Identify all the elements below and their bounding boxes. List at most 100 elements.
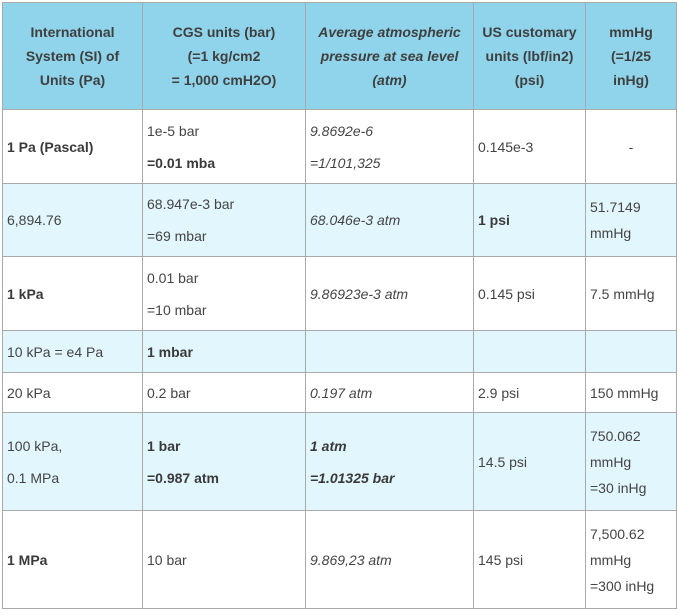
header-line: (=1 kg/cm2 [187, 48, 261, 64]
atm-cell: 0.197 atm [305, 372, 474, 413]
header-line: pressure at sea level [320, 48, 459, 64]
mmhg-header: mmHg (=1/25 inHg) [585, 2, 677, 110]
table-row: 10 kPa = e4 Pa 1 mbar [2, 330, 677, 373]
psi-cell: 2.9 psi [473, 372, 586, 413]
header-line: (=1/25 [610, 48, 652, 64]
cell-text: 1 MPa [7, 551, 48, 568]
cell-text: =0.01 mba [147, 154, 216, 171]
cell-text: 0.197 atm [310, 384, 373, 401]
header-line: International [30, 24, 115, 40]
header-line: US customary [482, 24, 577, 40]
cell-text: 6,894.76 [7, 212, 62, 228]
table-header: International System (SI) of Units (Pa) CGS… [2, 2, 677, 110]
atm-cell: 68.046e-3 atm [305, 183, 474, 257]
si-cell: 100 kPa, 0.1 MPa [2, 412, 143, 511]
cell-text: 7,500.62 [590, 525, 645, 542]
table-row: 1 Pa (Pascal) 1e-5 bar =0.01 mba 9.8692e-6 =… [2, 109, 677, 184]
psi-header: US customary units (lbf/in2) (psi) [473, 2, 586, 110]
atm-cell: 9.869,23 atm [305, 510, 474, 609]
mmhg-cell: 750.062 mmHg =30 inHg [585, 412, 677, 511]
table-row: 1 kPa 0.01 bar =10 mbar 9.86923e-3 atm 0.145… [2, 256, 677, 331]
cell-text: 10 bar [147, 551, 187, 568]
cell-text: 9.8692e-6 [310, 122, 374, 139]
table-row: 20 kPa 0.2 bar 0.197 atm 2.9 psi 150 mmHg [2, 372, 677, 413]
cell-text: 68.947e-3 bar [147, 196, 235, 212]
cgs-cell: 0.2 bar [142, 372, 306, 413]
cell-text: 51.7149 [590, 199, 641, 215]
cell-text: 0.1 MPa [7, 469, 60, 486]
header-line: Average atmospheric [318, 24, 461, 40]
cell-text: mmHg [590, 453, 632, 470]
psi-cell: 14.5 psi [473, 412, 586, 511]
cell-text: 0.2 bar [147, 384, 191, 401]
cell-text: =1/101,325 [310, 154, 381, 171]
psi-cell: 145 psi [473, 510, 586, 609]
si-cell: 1 kPa [2, 256, 143, 331]
header-line: System (SI) of [25, 48, 120, 64]
cell-text: 1 Pa (Pascal) [7, 138, 94, 155]
atm-cell: 9.86923e-3 atm [305, 256, 474, 331]
header-line: Units (Pa) [39, 72, 106, 88]
atm-header: Average atmospheric pressure at sea level… [305, 2, 474, 110]
header-line: (psi) [514, 72, 545, 88]
table-row: 6,894.76 68.947e-3 bar =69 mbar 68.046e-3 a… [2, 183, 677, 257]
mmhg-cell: - [585, 109, 677, 184]
cell-text: 1 atm [310, 437, 347, 454]
cell-text: 9.869,23 atm [310, 551, 392, 568]
header-line: (atm) [372, 72, 407, 88]
cell-text: 9.86923e-3 atm [310, 285, 409, 302]
si-cell: 10 kPa = e4 Pa [2, 330, 143, 373]
psi-cell [473, 330, 586, 373]
cell-text: =1.01325 bar [310, 469, 395, 486]
cell-text: 1 mbar [147, 343, 193, 360]
header-line: units (lbf/in2) [485, 48, 574, 64]
psi-cell: 0.145e-3 [473, 109, 586, 184]
cgs-cell: 1 bar =0.987 atm [142, 412, 306, 511]
si-units-header: International System (SI) of Units (Pa) [2, 2, 143, 110]
cgs-cell: 10 bar [142, 510, 306, 609]
cell-text: 150 mmHg [590, 384, 659, 401]
atm-cell: 1 atm =1.01325 bar [305, 412, 474, 511]
cell-text: =69 mbar [147, 228, 207, 244]
cell-text: 20 kPa [7, 384, 51, 401]
cell-text: 145 psi [478, 551, 524, 568]
cell-text: 68.046e-3 atm [310, 212, 401, 228]
mmhg-cell: 51.7149 mmHg [585, 183, 677, 257]
cell-text: 0.01 bar [147, 269, 199, 286]
cgs-units-header: CGS units (bar) (=1 kg/cm2 = 1,000 cmH2O) [142, 2, 306, 110]
cell-text: 0.145 psi [478, 285, 535, 302]
header-line: mmHg [609, 24, 653, 40]
cell-text: mmHg [590, 225, 632, 241]
header-line: = 1,000 cmH2O) [171, 72, 277, 88]
cell-text: 2.9 psi [478, 384, 520, 401]
header-row: International System (SI) of Units (Pa) CGS… [2, 2, 677, 110]
header-line: inHg) [613, 72, 649, 88]
cgs-cell: 1e-5 bar =0.01 mba [142, 109, 306, 184]
table-row: 1 MPa 10 bar 9.869,23 atm 145 psi 7,500.62 mm… [2, 510, 677, 609]
header-line: CGS units (bar) [172, 24, 276, 40]
si-cell: 6,894.76 [2, 183, 143, 257]
mmhg-cell: 7.5 mmHg [585, 256, 677, 331]
cell-text: =300 inHg [590, 577, 655, 594]
cell-text: =30 inHg [590, 479, 647, 496]
atm-cell [305, 330, 474, 373]
cell-text: 1 psi [478, 212, 510, 228]
psi-cell: 1 psi [473, 183, 586, 257]
psi-cell: 0.145 psi [473, 256, 586, 331]
table-row: 100 kPa, 0.1 MPa 1 bar =0.987 atm 1 atm =1.01… [2, 412, 677, 511]
cell-text: 14.5 psi [478, 453, 528, 470]
cell-text: mmHg [590, 551, 632, 568]
mmhg-cell: 7,500.62 mmHg =300 inHg [585, 510, 677, 609]
cell-text: =10 mbar [147, 301, 207, 318]
cgs-cell: 1 mbar [142, 330, 306, 373]
cell-text: - [628, 138, 634, 155]
si-cell: 1 MPa [2, 510, 143, 609]
si-cell: 20 kPa [2, 372, 143, 413]
cell-text: 7.5 mmHg [590, 285, 655, 302]
atm-cell: 9.8692e-6 =1/101,325 [305, 109, 474, 184]
mmhg-cell: 150 mmHg [585, 372, 677, 413]
cell-text: 750.062 [590, 427, 641, 444]
cell-text: 100 kPa, [7, 437, 63, 454]
cell-text: 1e-5 bar [147, 122, 200, 139]
